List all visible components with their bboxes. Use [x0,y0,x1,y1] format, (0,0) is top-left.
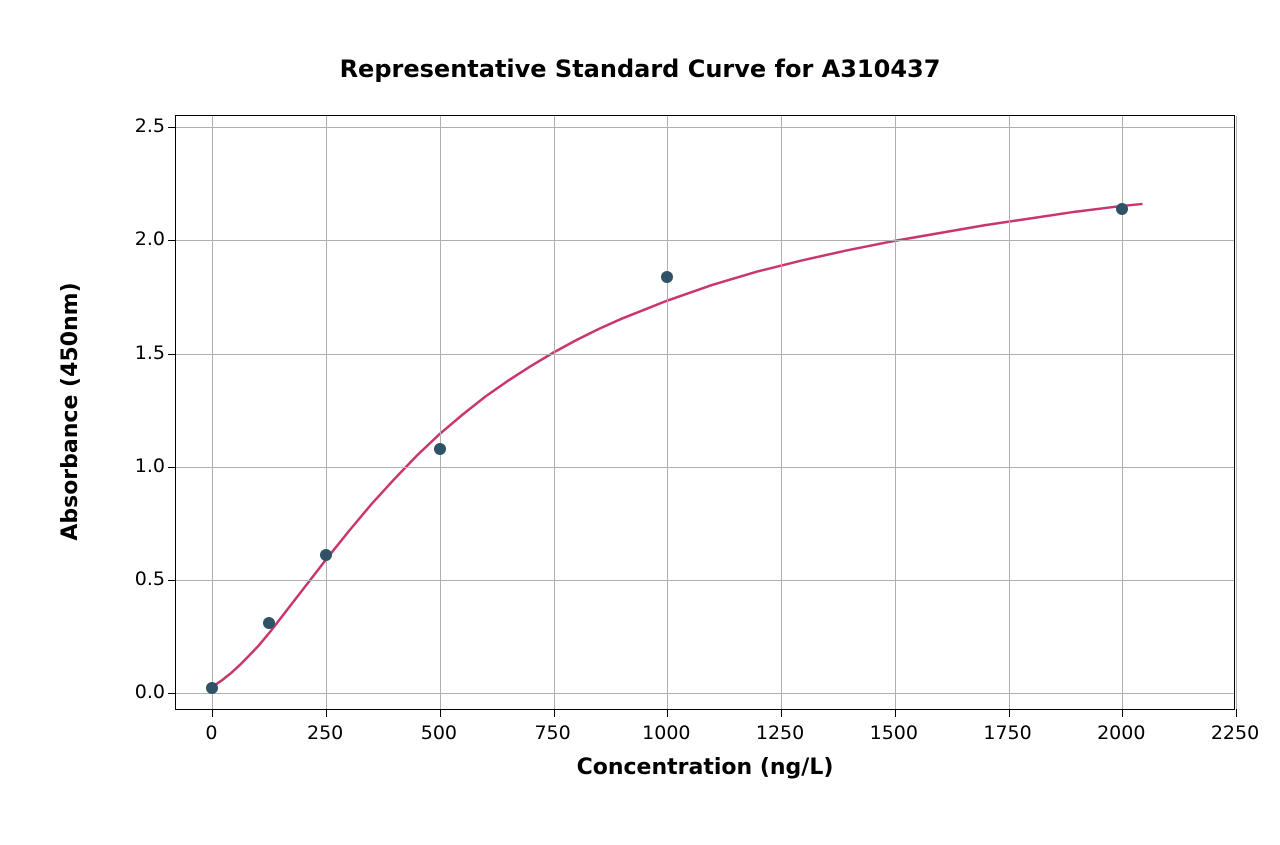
y-tick [168,240,176,241]
x-tick [440,709,441,717]
chart-title: Representative Standard Curve for A31043… [20,55,1260,83]
y-axis-label: Absorbance (450nm) [58,114,83,709]
grid-line-h [176,693,1234,694]
x-tick [1122,709,1123,717]
grid-line-h [176,127,1234,128]
y-tick [168,127,176,128]
x-tick-label: 1000 [642,722,690,744]
grid-line-v [326,116,327,709]
y-tick-label: 0.0 [130,681,165,703]
scatter-point [434,443,446,455]
grid-line-v [781,116,782,709]
grid-line-h [176,467,1234,468]
y-tick [168,580,176,581]
y-tick-label: 2.0 [130,228,165,250]
scatter-point [1116,203,1128,215]
x-tick-label: 2000 [1097,722,1145,744]
grid-line-v [554,116,555,709]
x-tick [781,709,782,717]
plot-area [175,115,1235,710]
x-tick-label: 750 [534,722,570,744]
grid-line-v [667,116,668,709]
x-tick [667,709,668,717]
grid-line-v [1236,116,1237,709]
scatter-point [263,617,275,629]
x-tick [554,709,555,717]
x-tick-label: 0 [205,722,217,744]
fitted-curve [213,204,1142,687]
x-tick [895,709,896,717]
y-tick [168,693,176,694]
grid-line-v [440,116,441,709]
x-tick-label: 500 [421,722,457,744]
y-tick-label: 1.5 [130,342,165,364]
grid-line-h [176,580,1234,581]
x-tick-label: 2250 [1211,722,1259,744]
x-tick [1236,709,1237,717]
x-tick [212,709,213,717]
x-tick-label: 250 [307,722,343,744]
grid-line-h [176,240,1234,241]
scatter-point [320,549,332,561]
y-tick [168,354,176,355]
x-tick [1009,709,1010,717]
x-tick-label: 1750 [983,722,1031,744]
chart-container: Representative Standard Curve for A31043… [20,20,1260,825]
x-tick-label: 1500 [870,722,918,744]
y-tick-label: 1.0 [130,455,165,477]
scatter-point [661,271,673,283]
grid-line-h [176,354,1234,355]
grid-line-v [1009,116,1010,709]
x-tick-label: 1250 [756,722,804,744]
x-tick [326,709,327,717]
y-tick-label: 2.5 [130,115,165,137]
y-tick [168,467,176,468]
grid-line-v [212,116,213,709]
scatter-point [206,682,218,694]
x-axis-label: Concentration (ng/L) [175,755,1235,780]
y-tick-label: 0.5 [130,568,165,590]
curve-line [176,116,1234,709]
grid-line-v [895,116,896,709]
